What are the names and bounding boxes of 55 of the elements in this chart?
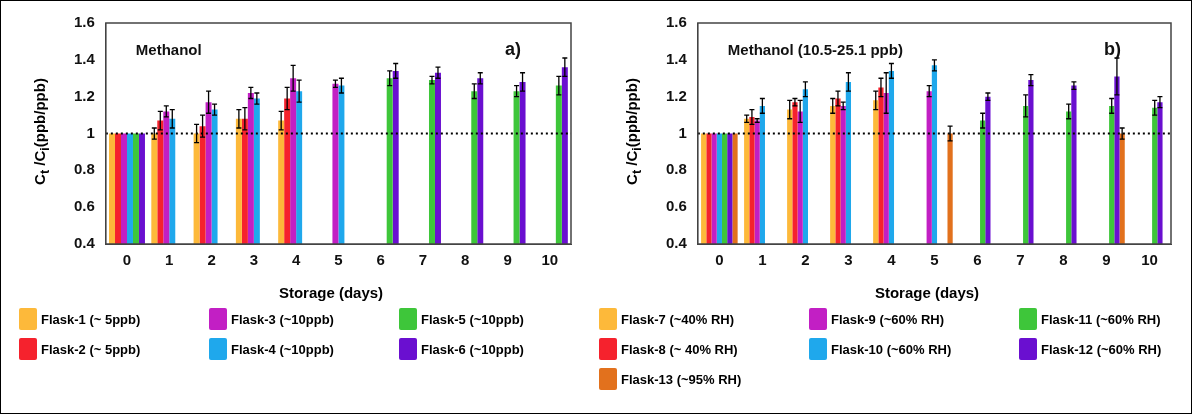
legend-label: Flask-2 (~ 5ppb)	[41, 341, 141, 357]
x-tick-label: 5	[334, 251, 343, 269]
x-tick-label: 10	[541, 251, 559, 269]
annotation: Methanol (10.5-25.1 ppb)	[727, 41, 903, 58]
y-tick-label: 1.6	[73, 13, 95, 31]
x-tick-label: 3	[844, 251, 853, 269]
x-tick-label: 0	[122, 251, 132, 269]
y-tick-label: 1.2	[73, 86, 95, 104]
x-tick-label: 2	[801, 251, 810, 269]
legend-label: Flask-4 (~10ppb)	[231, 341, 334, 357]
y-tick-label: 0.8	[665, 160, 687, 178]
x-tick-label: 2	[207, 251, 216, 269]
y-tick-label: 0.6	[665, 197, 687, 215]
x-tick-label: 4	[887, 251, 897, 269]
y-tick-label: 0.4	[665, 234, 688, 252]
x-tick-label: 5	[930, 251, 939, 269]
x-tick-label: 10	[1141, 251, 1158, 269]
legend-label: Flask-12 (~60% RH)	[1041, 341, 1162, 357]
legend-label: Flask-11 (~60% RH)	[1041, 311, 1161, 327]
legend-label: Flask-6 (~10ppb)	[421, 341, 524, 357]
y-tick-label: 1	[86, 123, 95, 141]
x-tick-label: 7	[418, 251, 428, 269]
legend-label: Flask-10 (~60% RH)	[831, 341, 952, 357]
x-tick-label: 1	[758, 251, 767, 269]
x-tick-label: 9	[1102, 251, 1111, 269]
x-axis-title: Storage (days)	[873, 284, 981, 301]
annotation: Methanol	[135, 41, 202, 58]
x-tick-label: 7	[1016, 251, 1025, 269]
x-tick-label: 9	[503, 251, 512, 269]
y-tick-label: 1.2	[665, 86, 687, 104]
y-tick-label: 1	[678, 123, 687, 141]
legend-label: Flask-8 (~ 40% RH)	[621, 341, 738, 357]
annotation: b)	[1104, 39, 1121, 59]
y-tick-label: 1.6	[665, 13, 687, 31]
x-tick-label: 3	[249, 251, 259, 269]
legend-label: Flask-5 (~10ppb)	[421, 311, 524, 327]
x-tick-label: 8	[461, 251, 470, 269]
x-tick-label: 0	[715, 251, 724, 269]
x-tick-label: 8	[1059, 251, 1068, 269]
annotation: a)	[504, 39, 521, 59]
y-tick-label: 0.4	[73, 234, 96, 252]
x-tick-label: 4	[291, 251, 301, 269]
x-axis-title: Storage (days)	[277, 284, 385, 301]
x-tick-label: 1	[165, 251, 174, 269]
legend-label: Flask-13 (~95% RH)	[621, 371, 742, 387]
y-tick-label: 1.4	[665, 49, 688, 67]
x-tick-label: 6	[973, 251, 982, 269]
legend-label: Flask-3 (~10ppb)	[231, 311, 334, 327]
x-tick-label: 6	[376, 251, 385, 269]
legend-label: Flask-1 (~ 5ppb)	[41, 311, 141, 327]
legend-label: Flask-7 (~40% RH)	[621, 311, 735, 327]
y-tick-label: 1.4	[73, 49, 96, 67]
y-tick-label: 0.6	[73, 197, 95, 215]
y-tick-label: 0.8	[73, 160, 95, 178]
legend-label: Flask-9 (~60% RH)	[831, 311, 945, 327]
